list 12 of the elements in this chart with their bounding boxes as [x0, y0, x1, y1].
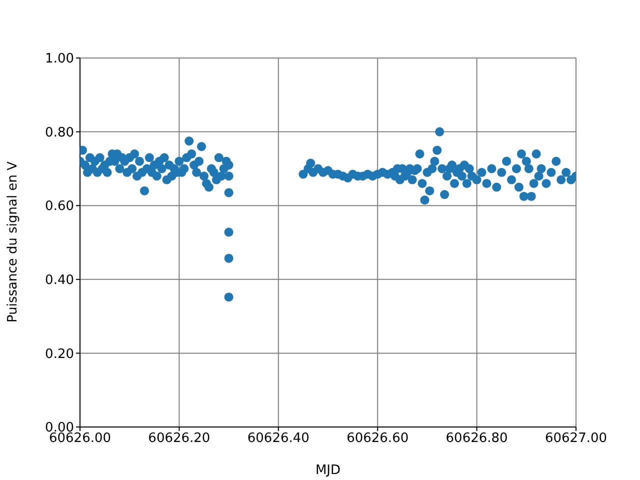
x-tick-label: 60626.80: [446, 431, 508, 446]
y-tick-label: 1.00: [45, 52, 74, 67]
y-tick-label: 0.40: [45, 273, 74, 288]
x-tick-label: 60626.60: [346, 431, 409, 446]
y-tick-label: 0.60: [45, 199, 74, 214]
x-axis-title: MJD: [315, 463, 341, 478]
y-tick-label: 0.20: [45, 346, 74, 362]
x-tick-label: 60626.20: [148, 431, 210, 446]
y-axis-title: Puissance du signal en V: [6, 161, 21, 322]
y-tick-label: 0.80: [45, 125, 74, 140]
x-tick-label: 60627.00: [544, 431, 608, 446]
x-tick-label: 60626.40: [247, 431, 310, 446]
